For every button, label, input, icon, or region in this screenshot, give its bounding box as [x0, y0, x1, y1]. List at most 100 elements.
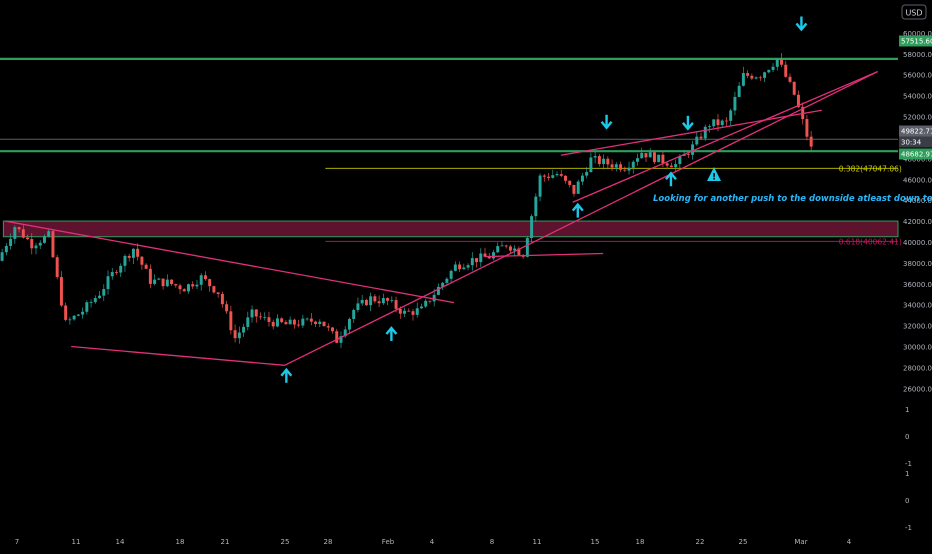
- candle-body[interactable]: [784, 64, 788, 77]
- up-arrow-icon[interactable]: [385, 326, 398, 341]
- candle-body[interactable]: [458, 264, 462, 270]
- candle-body[interactable]: [259, 316, 262, 318]
- candle-body[interactable]: [314, 321, 318, 325]
- candle-body[interactable]: [767, 69, 771, 73]
- candle-body[interactable]: [42, 236, 46, 243]
- candle-body[interactable]: [475, 258, 479, 263]
- candle-body[interactable]: [136, 248, 140, 257]
- down-arrow-icon[interactable]: [681, 115, 694, 131]
- candle-body[interactable]: [191, 284, 195, 287]
- candle-body[interactable]: [85, 302, 89, 312]
- candle-body[interactable]: [517, 248, 521, 255]
- candle-body[interactable]: [331, 327, 334, 332]
- candle-body[interactable]: [487, 256, 491, 259]
- candle-body[interactable]: [729, 110, 733, 121]
- candle-body[interactable]: [34, 245, 38, 249]
- trendline[interactable]: [484, 252, 604, 258]
- candle-body[interactable]: [81, 311, 85, 315]
- candle-body[interactable]: [47, 231, 51, 237]
- candle-body[interactable]: [30, 239, 34, 249]
- candle-body[interactable]: [21, 229, 25, 238]
- candle-body[interactable]: [462, 267, 466, 270]
- candle-body[interactable]: [106, 276, 110, 290]
- candle-body[interactable]: [64, 305, 68, 320]
- candle-body[interactable]: [746, 73, 750, 76]
- candle-body[interactable]: [780, 58, 783, 65]
- candle-body[interactable]: [580, 175, 584, 182]
- candle-body[interactable]: [373, 296, 377, 302]
- candle-body[interactable]: [771, 66, 775, 70]
- candle-body[interactable]: [606, 158, 610, 165]
- candle-body[interactable]: [174, 284, 178, 286]
- candle-body[interactable]: [542, 175, 546, 177]
- candle-body[interactable]: [602, 158, 606, 165]
- candle-body[interactable]: [665, 163, 669, 166]
- candle-body[interactable]: [131, 248, 135, 258]
- candle-body[interactable]: [547, 176, 551, 178]
- candle-body[interactable]: [699, 136, 703, 139]
- price-tag[interactable]: [899, 136, 932, 148]
- candle-body[interactable]: [525, 238, 529, 257]
- candle-body[interactable]: [623, 169, 627, 171]
- candle-body[interactable]: [564, 175, 567, 181]
- candle-body[interactable]: [652, 152, 656, 163]
- candle-body[interactable]: [26, 237, 30, 240]
- candle-body[interactable]: [343, 329, 347, 337]
- candle-body[interactable]: [208, 279, 212, 287]
- candle-body[interactable]: [352, 309, 356, 319]
- currency-badge[interactable]: [901, 4, 927, 20]
- candle-body[interactable]: [669, 165, 673, 168]
- candle-body[interactable]: [411, 311, 415, 315]
- candle-body[interactable]: [220, 293, 224, 305]
- candle-body[interactable]: [347, 318, 351, 330]
- candle-body[interactable]: [178, 285, 182, 290]
- candle-body[interactable]: [127, 255, 131, 258]
- candle-body[interactable]: [203, 275, 207, 280]
- candle-body[interactable]: [305, 318, 309, 320]
- candle-body[interactable]: [225, 304, 229, 312]
- candle-body[interactable]: [513, 248, 517, 251]
- candle-body[interactable]: [322, 321, 326, 327]
- candle-body[interactable]: [576, 181, 580, 194]
- candle-body[interactable]: [568, 180, 572, 185]
- candle-body[interactable]: [479, 253, 483, 263]
- candle-body[interactable]: [597, 156, 601, 165]
- trendline[interactable]: [284, 71, 878, 366]
- candle-body[interactable]: [712, 119, 716, 127]
- candle-body[interactable]: [724, 120, 728, 122]
- candle-body[interactable]: [148, 268, 152, 284]
- candle-body[interactable]: [720, 120, 724, 126]
- candle-body[interactable]: [271, 321, 275, 327]
- candle-body[interactable]: [157, 278, 161, 280]
- candle-body[interactable]: [360, 299, 364, 304]
- candle-body[interactable]: [483, 253, 487, 257]
- candle-body[interactable]: [187, 284, 190, 292]
- candle-body[interactable]: [589, 157, 593, 173]
- candle-body[interactable]: [741, 73, 745, 86]
- candle-body[interactable]: [419, 306, 423, 309]
- candle-body[interactable]: [466, 265, 470, 268]
- trendline[interactable]: [560, 109, 822, 156]
- candle-body[interactable]: [356, 303, 360, 310]
- candle-body[interactable]: [140, 256, 144, 265]
- candle-body[interactable]: [275, 318, 279, 327]
- down-arrow-icon[interactable]: [600, 114, 613, 130]
- candle-body[interactable]: [161, 278, 165, 287]
- candle-body[interactable]: [381, 298, 385, 304]
- price-tag[interactable]: [899, 125, 932, 137]
- candle-body[interactable]: [593, 156, 597, 158]
- candle-body[interactable]: [555, 174, 559, 176]
- candle-body[interactable]: [758, 77, 762, 79]
- candle-body[interactable]: [775, 58, 779, 67]
- candle-body[interactable]: [737, 85, 741, 97]
- candle-body[interactable]: [449, 270, 453, 279]
- candle-body[interactable]: [441, 282, 445, 287]
- candle-body[interactable]: [9, 238, 13, 246]
- candle-body[interactable]: [229, 311, 233, 331]
- candle-body[interactable]: [309, 318, 313, 322]
- candle-body[interactable]: [610, 164, 614, 168]
- candle-body[interactable]: [335, 331, 339, 343]
- candle-body[interactable]: [93, 298, 97, 303]
- price-tag[interactable]: [899, 35, 932, 47]
- candle-body[interactable]: [165, 279, 169, 287]
